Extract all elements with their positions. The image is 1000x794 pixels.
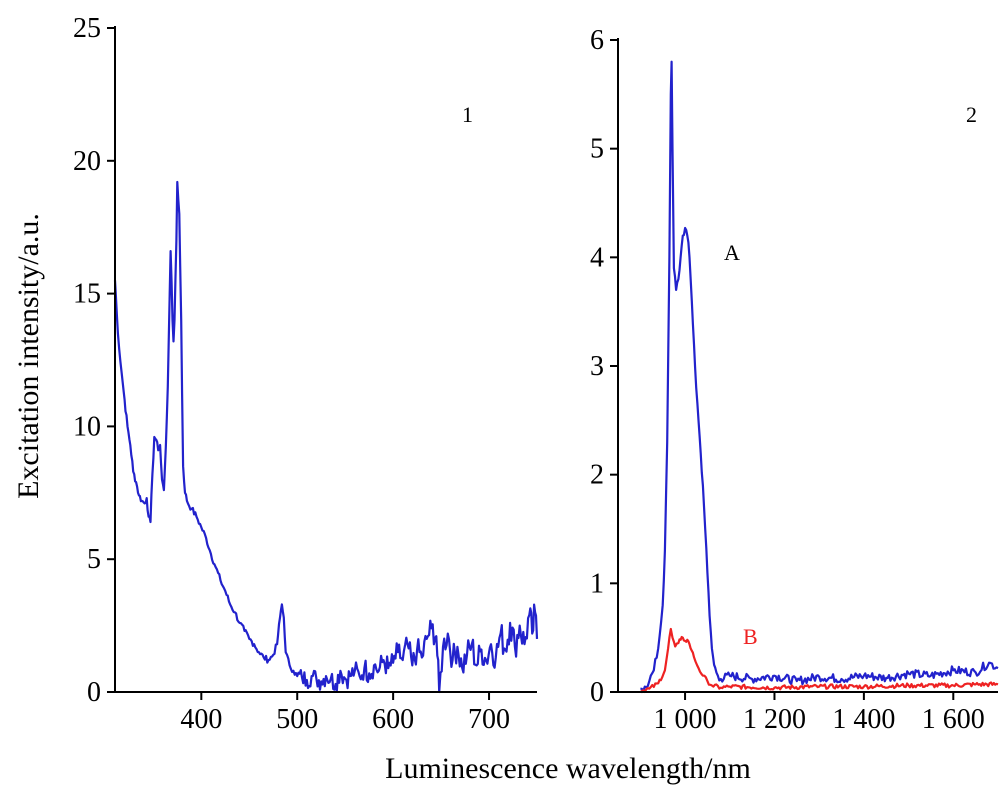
panel-2-x-tick-label: 1 600 — [922, 704, 985, 735]
panel-1-y-tick-label: 20 — [73, 146, 101, 177]
panel-1-x-tick-label: 400 — [180, 704, 222, 735]
panel-1-series-line-main — [113, 180, 539, 694]
panel-2-series-line-b — [639, 627, 999, 694]
panel-2-axes: 0 1 2 3 4 5 6 1 000 1 200 1 400 1 600 — [590, 25, 998, 735]
panel-2-y-tick-label: 2 — [590, 460, 604, 491]
panel-2-x-tick-label: 1 200 — [743, 704, 806, 735]
series-b-label: B — [743, 624, 758, 649]
panel-1-axes: 0 5 10 15 20 25 400 500 600 700 — [73, 13, 537, 735]
panel-1-x-tick-label: 600 — [372, 704, 414, 735]
panel-1-series-group — [113, 180, 539, 694]
series-a-label: A — [724, 240, 740, 265]
x-axis-title: Luminescence wavelength/nm — [385, 752, 751, 785]
panel-1-y-tick-label: 5 — [87, 544, 101, 575]
panel-2-x-tick-label: 1 000 — [654, 704, 717, 735]
panel-2-series-group — [639, 60, 999, 694]
panel-1-x-tick-label: 500 — [276, 704, 318, 735]
panel-2-x-tick-label: 1 400 — [832, 704, 895, 735]
panel-1-x-tick-label: 700 — [468, 704, 510, 735]
panel-1-y-tick-label: 10 — [73, 411, 101, 442]
panel-2-label: 2 — [966, 102, 977, 127]
panel-2-y-tick-label: 1 — [590, 568, 604, 599]
panel-2-luminescence-spectrum: 0 1 2 3 4 5 6 1 000 1 200 1 400 1 600 2 A B — [590, 25, 999, 735]
panel-1-y-tick-label: 15 — [73, 279, 101, 310]
panel-1-label: 1 — [462, 102, 473, 127]
panel-2-y-tick-label: 0 — [590, 677, 604, 708]
panel-1-y-tick-label: 0 — [87, 677, 101, 708]
panel-2-series-line-a — [640, 60, 999, 692]
y-axis-title: Excitation intensity/a.u. — [12, 213, 45, 499]
panel-1-excitation-spectrum: 0 5 10 15 20 25 400 500 600 700 1 — [73, 13, 539, 735]
panel-1-y-tick-label: 25 — [73, 13, 101, 44]
panel-2-y-tick-label: 6 — [590, 25, 604, 56]
panel-2-y-tick-label: 5 — [590, 134, 604, 165]
panel-2-y-tick-label: 3 — [590, 351, 604, 382]
panel-2-y-tick-label: 4 — [590, 242, 604, 273]
